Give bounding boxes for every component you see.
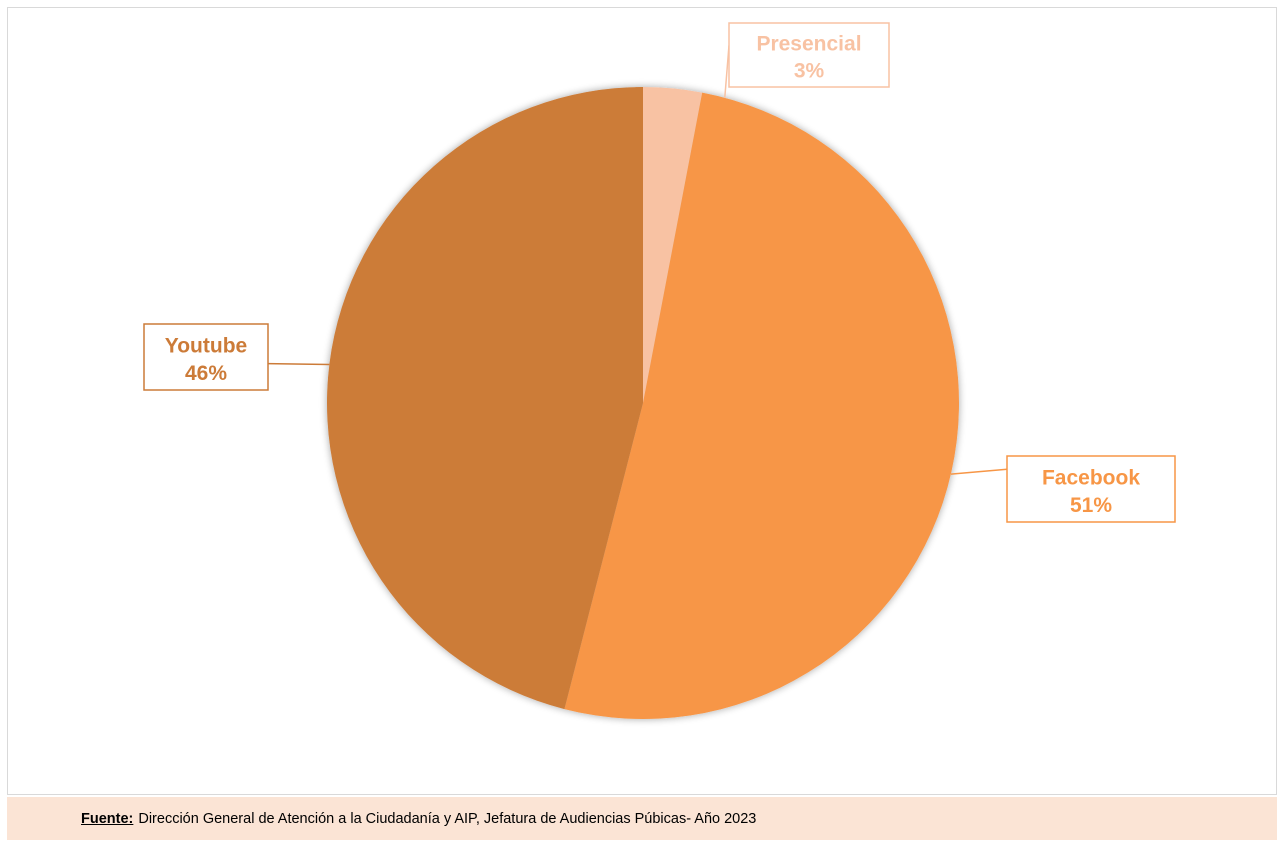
data-label-category: Youtube xyxy=(165,334,247,357)
pie-slice-presencial xyxy=(643,87,703,403)
source-note: Fuente: Dirección General de Atención a … xyxy=(7,797,1277,840)
data-label-percent: 46% xyxy=(185,362,227,385)
source-label: Fuente: xyxy=(81,810,134,827)
data-label-category: Presencial xyxy=(756,33,861,56)
pie-slice-youtube xyxy=(327,87,643,710)
pie-slice-facebook xyxy=(564,92,960,719)
source-text: Dirección General de Atención a la Ciuda… xyxy=(138,810,757,827)
pie-chart: Presencial 3% Facebook 51% Youtube 46% xyxy=(143,22,1176,719)
data-label-box-presencial xyxy=(728,22,890,88)
data-label-category: Facebook xyxy=(1042,466,1140,489)
data-label-percent: 3% xyxy=(794,59,825,82)
leader-line-facebook xyxy=(950,468,1008,475)
chart-area: Presencial 3% Facebook 51% Youtube 46% xyxy=(7,7,1277,795)
data-label-box-youtube xyxy=(143,323,269,391)
data-label-box-facebook xyxy=(1006,455,1176,523)
data-label-percent: 51% xyxy=(1070,494,1112,517)
leader-line-youtube xyxy=(267,362,330,366)
